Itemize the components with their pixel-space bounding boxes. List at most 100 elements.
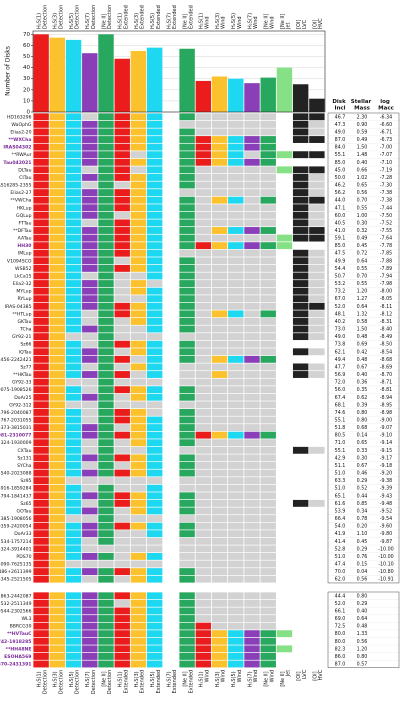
cell <box>146 492 163 500</box>
cell <box>33 408 49 416</box>
cell <box>146 219 163 227</box>
cell <box>146 454 163 462</box>
cell <box>82 637 98 645</box>
target-name: J16163345-2521505 <box>0 577 32 583</box>
cell <box>309 249 325 257</box>
cell <box>244 340 260 348</box>
cell <box>179 469 195 477</box>
cell <box>130 477 147 485</box>
cell <box>228 560 244 568</box>
table-value: -7.64 <box>380 236 392 242</box>
cell <box>260 645 276 653</box>
cell <box>33 302 49 310</box>
cell <box>211 515 228 522</box>
cell <box>33 446 49 454</box>
cell <box>260 143 276 151</box>
cell <box>114 560 130 568</box>
cell <box>211 568 228 576</box>
cell <box>49 454 66 462</box>
cell <box>146 592 163 600</box>
cell <box>292 446 309 454</box>
cell <box>260 615 276 622</box>
table-value: -8.31 <box>380 319 392 325</box>
cell <box>195 545 212 553</box>
cell <box>211 592 228 600</box>
table-value: -9.17 <box>380 455 392 461</box>
cell <box>292 264 309 272</box>
cell <box>276 204 293 212</box>
target-name: Sz77 <box>20 364 31 370</box>
cell <box>163 530 179 538</box>
table-value: 51.0 <box>335 486 346 492</box>
cell <box>309 272 325 280</box>
cell <box>292 439 309 447</box>
cell <box>195 575 212 583</box>
cell <box>82 424 98 432</box>
cell <box>309 166 325 174</box>
cell <box>292 249 309 257</box>
cell <box>130 454 147 462</box>
cell <box>65 325 82 333</box>
cell <box>179 280 195 287</box>
cell <box>49 128 66 136</box>
table-value: 65.1 <box>335 493 346 499</box>
cell <box>33 151 49 159</box>
table-value: -7.30 <box>380 183 392 189</box>
cell <box>82 393 98 401</box>
cell <box>195 136 212 143</box>
cell <box>211 401 228 409</box>
table-value: 74.6 <box>335 410 346 416</box>
cell <box>276 522 293 530</box>
bar <box>309 98 325 112</box>
column-label: [Ne II] Jet <box>279 12 291 30</box>
cell <box>179 272 195 280</box>
cell <box>211 462 228 469</box>
cell <box>211 325 228 333</box>
cell <box>98 454 114 462</box>
cell <box>82 242 98 250</box>
cell <box>49 264 66 272</box>
cell <box>98 484 114 492</box>
cell <box>309 363 325 371</box>
cell <box>244 630 260 638</box>
table-value: -9.00 <box>380 417 392 423</box>
cell <box>146 257 163 265</box>
cell <box>260 545 276 553</box>
table-value: 80.5 <box>335 433 346 439</box>
target-name: IRAS-04385 <box>5 304 32 310</box>
table-value: 70.0 <box>335 569 346 575</box>
table-value: 1.20 <box>357 646 368 652</box>
cell <box>260 196 276 204</box>
table-value: 45.0 <box>335 167 346 173</box>
cell <box>49 545 66 553</box>
cell <box>33 272 49 280</box>
cell <box>146 136 163 143</box>
target-name: **DFTau <box>13 228 32 234</box>
cell <box>244 234 260 242</box>
cell <box>146 401 163 409</box>
cell <box>130 560 147 568</box>
cell <box>276 660 293 668</box>
table-value: 60.0 <box>335 213 346 219</box>
cell <box>309 645 325 653</box>
column-label: [Ne II] Detection <box>101 5 113 29</box>
cell <box>260 507 276 515</box>
cell <box>309 158 325 166</box>
cell <box>211 607 228 615</box>
cell <box>195 477 212 485</box>
cell <box>65 363 82 371</box>
table-value: 0.56 <box>357 190 368 196</box>
cell <box>33 645 49 653</box>
cell <box>244 363 260 371</box>
cell <box>244 189 260 197</box>
cell <box>260 439 276 447</box>
cell <box>82 575 98 583</box>
cell <box>130 242 147 250</box>
cell <box>260 386 276 394</box>
cell <box>228 515 244 522</box>
cell <box>65 408 82 416</box>
cell <box>276 318 293 325</box>
table-value: 0.39 <box>357 402 368 408</box>
table-value: -9.43 <box>380 493 392 499</box>
cell <box>130 515 147 522</box>
